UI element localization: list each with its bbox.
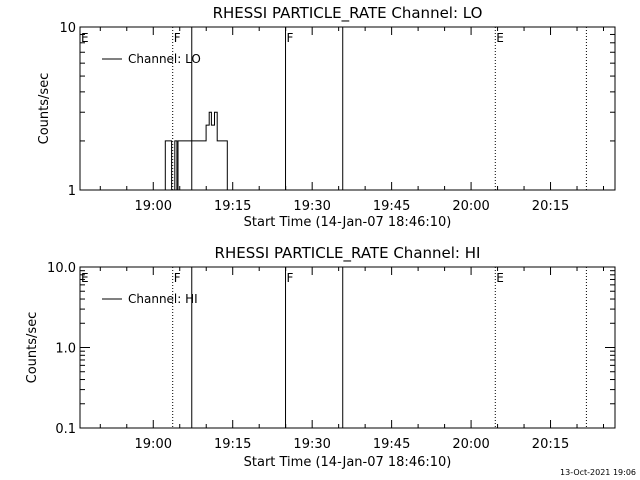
panel-1-series-line-1	[164, 111, 228, 191]
panel-2-marker-label: F	[174, 271, 181, 285]
panel-1-x-tick-label: 19:30	[293, 199, 330, 214]
panel-1-plot-frame	[79, 26, 616, 191]
panel-1-x-tick-label: 19:45	[373, 199, 410, 214]
panel-2-y-tick-label: 0.1	[55, 422, 76, 437]
panel-2-x-tick-label: 19:30	[293, 437, 330, 452]
panel-2-marker-label: F	[287, 271, 294, 285]
panel-1-x-tick-label: 20:00	[452, 199, 489, 214]
panel-2-x-tick-label: 19:15	[214, 437, 251, 452]
panel-1-y-tick-label: 10	[59, 21, 76, 36]
panel-1-marker-label: F	[287, 31, 294, 45]
panel-2-y-axis-label: Counts/sec	[25, 312, 40, 384]
panel-2-marker-label: E	[81, 271, 89, 285]
panel-1-x-tick-label: 19:00	[135, 199, 172, 214]
panel-2-x-tick-label: 19:00	[135, 437, 172, 452]
panel-1-x-tick-label: 20:15	[532, 199, 569, 214]
panel-2-x-tick-label: 20:00	[452, 437, 489, 452]
timestamp-footer: 13-Oct-2021 19:06	[560, 468, 636, 477]
panel-1-marker-label: F	[174, 31, 181, 45]
panel-1-y-tick-label: 1	[68, 184, 76, 199]
panel-1-title: RHESSI PARTICLE_RATE Channel: LO	[213, 4, 483, 23]
panel-2-title: RHESSI PARTICLE_RATE Channel: HI	[215, 244, 481, 263]
panel-2-x-tick-label: 20:15	[532, 437, 569, 452]
panel-2-x-axis-label: Start Time (14-Jan-07 18:46:10)	[244, 455, 452, 470]
panel-1-marker-label: E	[81, 31, 89, 45]
panel-2-y-tick-label: 10.0	[47, 261, 76, 276]
panel-1-legend-label: Channel: LO	[128, 52, 201, 66]
panel-1-x-tick-label: 19:15	[214, 199, 251, 214]
panel-2-y-tick-label: 1.0	[55, 342, 76, 357]
panel-1-y-axis-label: Counts/sec	[37, 73, 52, 145]
panel-1-x-axis-label: Start Time (14-Jan-07 18:46:10)	[244, 215, 452, 230]
panel-1-marker-label: E	[496, 31, 504, 45]
panel-2-legend-label: Channel: HI	[128, 292, 198, 306]
panel-2-marker-label: E	[496, 271, 504, 285]
panel-2-x-tick-label: 19:45	[373, 437, 410, 452]
